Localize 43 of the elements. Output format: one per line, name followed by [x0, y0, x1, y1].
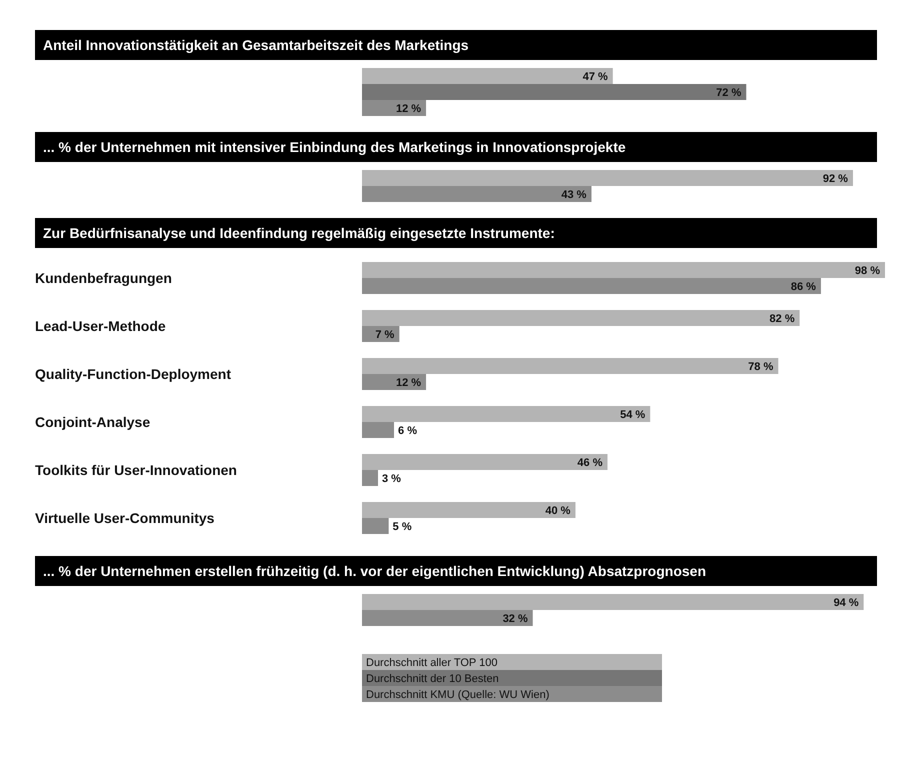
- bar: [362, 454, 608, 470]
- bar: [362, 502, 576, 518]
- y-tick-label: Conjoint-Analyse: [35, 414, 150, 430]
- bar: [362, 470, 378, 486]
- data-label: 54 %: [620, 409, 646, 421]
- data-label: 46 %: [577, 457, 603, 469]
- text: Durchschnitt KMU (Quelle: WU Wien): [366, 689, 550, 701]
- bar: [362, 406, 650, 422]
- y-tick-label: Lead-User-Methode: [35, 318, 166, 334]
- y-tick-label: Quality-Function-Deployment: [35, 366, 232, 382]
- text: Durchschnitt der 10 Besten: [366, 673, 499, 685]
- chart-title: Anteil Innovationstätigkeit an Gesamtarbeitszeit des Marketings: [35, 30, 877, 60]
- data-label: 43 %: [561, 189, 587, 201]
- data-label: 78 %: [748, 361, 774, 373]
- data-label: 5 %: [392, 521, 412, 533]
- data-label: 6 %: [398, 425, 418, 437]
- data-label: 3 %: [382, 473, 402, 485]
- chart-title: ... % der Unternehmen erstellen frühzeitig (d. h. vor der eigentlichen Entwicklung) Absatzprognosen: [35, 556, 877, 586]
- data-label: 7 %: [375, 329, 395, 341]
- chart-title: ... % der Unternehmen mit intensiver Einbindung des Marketings in Innovationsprojekte: [35, 132, 877, 162]
- y-tick-label: Virtuelle User-Communitys: [35, 510, 215, 526]
- data-label: 92 %: [822, 173, 848, 185]
- data-label: 98 %: [854, 265, 880, 277]
- bar: [362, 310, 800, 326]
- data-label: 47 %: [582, 71, 608, 83]
- data-label: 86 %: [790, 281, 816, 293]
- bar: [362, 358, 778, 374]
- data-label: 40 %: [545, 505, 571, 517]
- data-label: 12 %: [396, 377, 422, 389]
- data-label: 32 %: [502, 613, 528, 625]
- data-label: 12 %: [396, 103, 422, 115]
- bar: [362, 518, 389, 534]
- bar: [362, 374, 426, 390]
- data-label: 94 %: [834, 597, 859, 609]
- data-label: 82 %: [770, 313, 795, 325]
- bar: [362, 262, 885, 278]
- chart-title: Zur Bedürfnisanalyse und Ideenfindung regelmäßig eingesetzte Instrumente:: [35, 218, 877, 248]
- bar: [362, 422, 394, 438]
- bar: [362, 278, 821, 294]
- y-tick-label: Toolkits für User-Innovationen: [35, 462, 237, 478]
- text: Durchschnitt aller TOP 100: [366, 657, 498, 669]
- data-label: 72 %: [716, 87, 742, 99]
- y-tick-label: Kundenbefragungen: [35, 270, 172, 286]
